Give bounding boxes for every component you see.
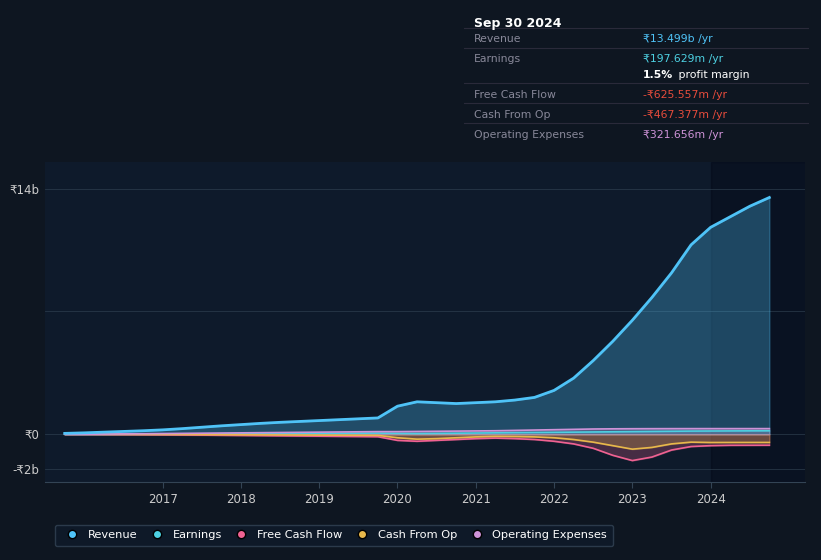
Text: profit margin: profit margin	[675, 70, 750, 80]
Legend: Revenue, Earnings, Free Cash Flow, Cash From Op, Operating Expenses: Revenue, Earnings, Free Cash Flow, Cash …	[54, 525, 613, 546]
Text: Operating Expenses: Operating Expenses	[475, 130, 585, 140]
Bar	[711, 162, 821, 482]
Text: ₹197.629m /yr: ₹197.629m /yr	[643, 54, 723, 64]
Text: 1.5%: 1.5%	[643, 70, 673, 80]
Text: ₹321.656m /yr: ₹321.656m /yr	[643, 130, 723, 140]
Text: Cash From Op: Cash From Op	[475, 110, 551, 120]
Text: ₹13.499b /yr: ₹13.499b /yr	[643, 34, 713, 44]
Text: Free Cash Flow: Free Cash Flow	[475, 90, 556, 100]
Text: Sep 30 2024: Sep 30 2024	[475, 17, 562, 30]
Text: Earnings: Earnings	[475, 54, 521, 64]
Text: -₹625.557m /yr: -₹625.557m /yr	[643, 90, 727, 100]
Text: Revenue: Revenue	[475, 34, 521, 44]
Text: -₹467.377m /yr: -₹467.377m /yr	[643, 110, 727, 120]
